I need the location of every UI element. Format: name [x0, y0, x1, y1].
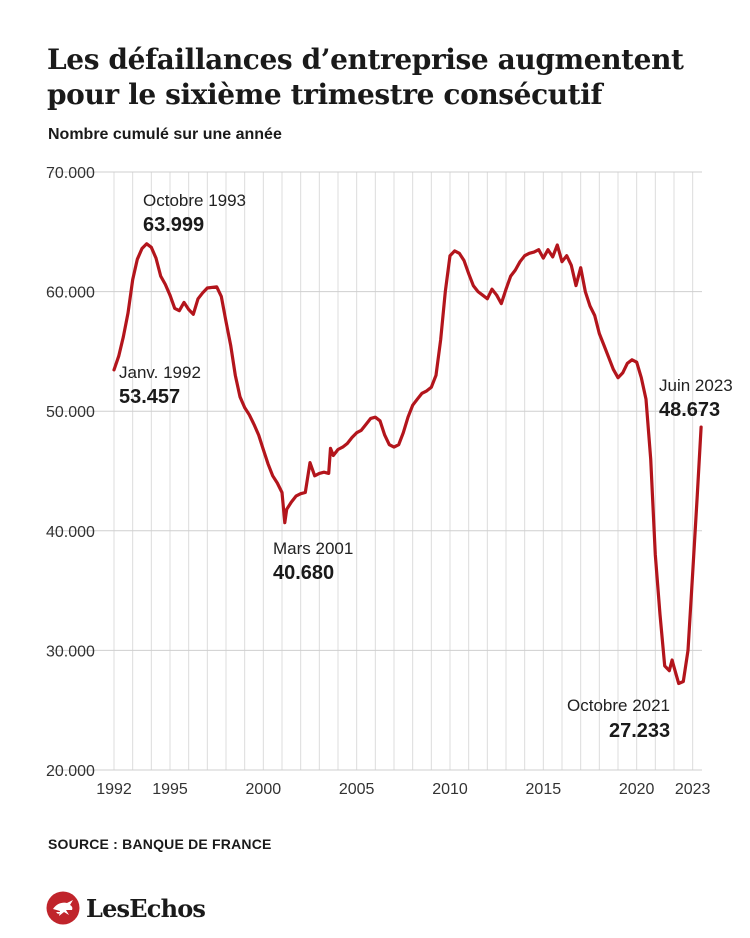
y-tick-label: 60.000 [46, 285, 95, 302]
brand-logo: LesEchos [46, 888, 206, 928]
annotation-value: 48.673 [659, 399, 720, 421]
y-tick-label: 70.000 [46, 165, 95, 182]
x-tick-label: 2005 [339, 781, 375, 798]
annotation-oct-1993: Octobre 1993 63.999 [143, 191, 246, 236]
chart-subtitle: Nombre cumulé sur une année [48, 126, 282, 143]
annotation-mar-2001: Mars 2001 40.680 [273, 539, 353, 584]
horizontal-gridlines [50, 171, 702, 771]
annotation-jun-2023: Juin 2023 48.673 [659, 376, 733, 421]
line-chart: 20.000 30.000 40.000 50.000 60.000 70.000 199… [46, 165, 733, 798]
x-tick-label: 2015 [526, 781, 562, 798]
x-tick-label: 1992 [96, 781, 132, 798]
y-axis: 20.000 30.000 40.000 50.000 60.000 70.000 [46, 165, 95, 780]
annotation-label: Janv. 1992 [119, 363, 201, 382]
y-tick-label: 40.000 [46, 524, 95, 541]
annotation-jan-1992: Janv. 1992 53.457 [119, 363, 201, 408]
chart-title: Les défaillances d’entreprise augmentent… [47, 43, 684, 111]
y-tick-label: 20.000 [46, 763, 95, 780]
source-note: SOURCE : BANQUE DE FRANCE [48, 836, 272, 852]
y-tick-label: 50.000 [46, 404, 95, 421]
x-tick-label: 1995 [152, 781, 188, 798]
annotation-label: Octobre 1993 [143, 191, 246, 210]
x-tick-label: 2000 [246, 781, 282, 798]
x-tick-label: 2023 [675, 781, 711, 798]
annotation-oct-2021: Octobre 2021 27.233 [567, 696, 670, 742]
x-tick-label: 2010 [432, 781, 468, 798]
brand-name: LesEchos [86, 893, 206, 923]
series-line [112, 242, 703, 686]
annotation-label: Juin 2023 [659, 376, 733, 395]
annotation-label: Mars 2001 [273, 539, 353, 558]
y-tick-label: 30.000 [46, 643, 95, 660]
les-echos-bird-logo-icon [46, 891, 80, 925]
annotation-value: 40.680 [273, 562, 334, 584]
annotation-value: 63.999 [143, 214, 204, 236]
x-axis: 1992 1995 2000 2005 2010 2015 2020 2023 [96, 781, 710, 798]
annotation-value: 27.233 [609, 720, 670, 742]
annotation-label: Octobre 2021 [567, 696, 670, 715]
vertical-gridlines [113, 172, 694, 770]
x-tick-label: 2020 [619, 781, 655, 798]
annotation-value: 53.457 [119, 386, 180, 408]
